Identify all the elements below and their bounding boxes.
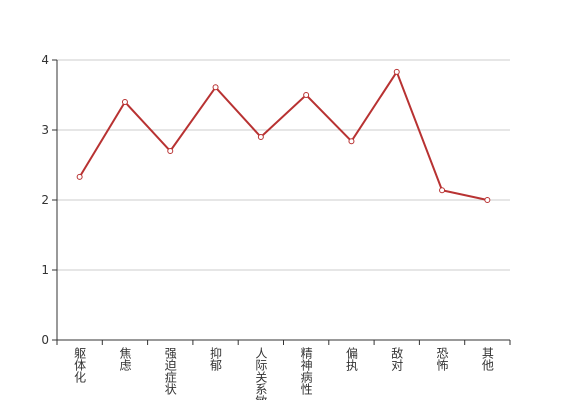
x-tick-label: 其他 <box>480 347 494 371</box>
point <box>167 148 174 154</box>
line <box>78 69 488 201</box>
point <box>121 99 128 105</box>
point <box>348 138 355 145</box>
point <box>303 92 310 98</box>
x-tick-label: 焦虑 <box>118 347 132 371</box>
x-tick-label: 敌对 <box>390 346 404 371</box>
point <box>393 68 400 75</box>
x-tick-label: 躯体化 <box>73 346 87 384</box>
point <box>484 197 491 203</box>
point <box>76 173 83 180</box>
point <box>212 84 219 91</box>
x-tick-label: 恐怖 <box>435 347 449 371</box>
x-tick-label: 精神病性 <box>299 347 313 396</box>
x-tick-label: 人际关系敏感 <box>254 347 268 400</box>
point <box>439 187 446 194</box>
x-tick-label: 偏执 <box>344 346 358 372</box>
x-tick-label: 抑郁 <box>209 346 223 372</box>
point <box>257 134 264 140</box>
y-tick-label: 4 <box>41 53 49 67</box>
y-tick-label: 1 <box>41 263 49 277</box>
y-tick-label: 3 <box>41 123 49 137</box>
y-tick-label: 2 <box>41 193 49 207</box>
y-tick-label: 0 <box>41 333 49 347</box>
x-tick-label: 强迫症状 <box>163 347 177 395</box>
